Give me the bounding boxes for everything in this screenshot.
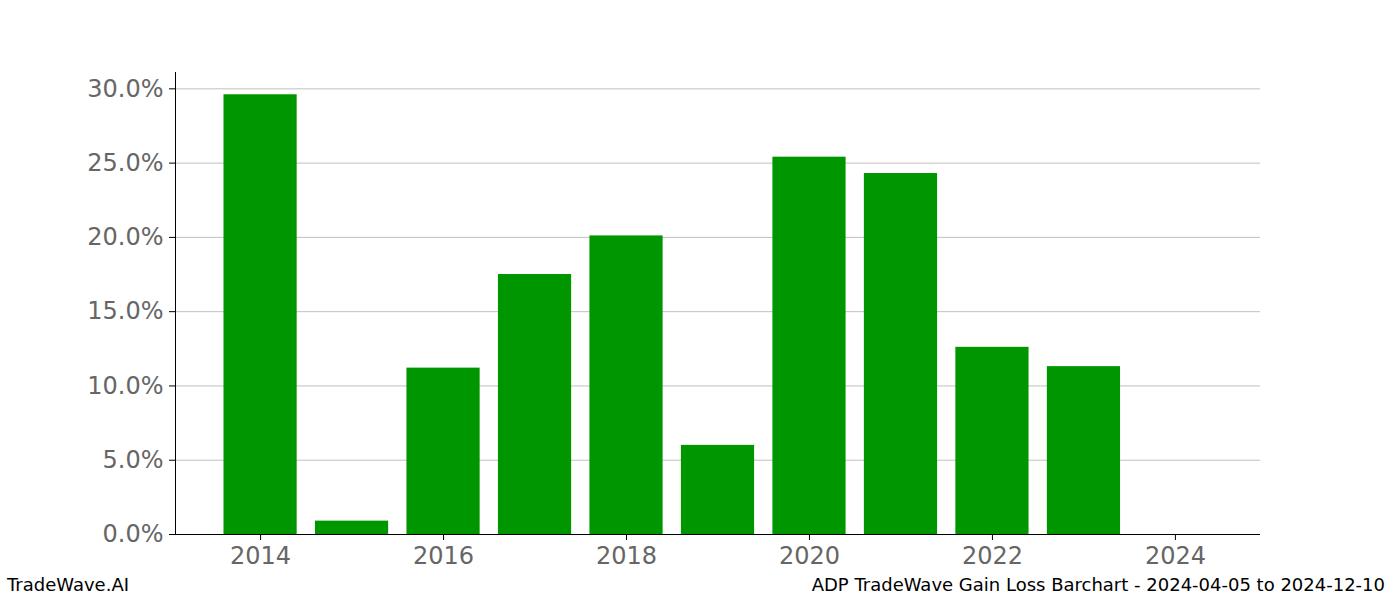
svg-text:2014: 2014 (230, 542, 291, 570)
svg-text:30.0%: 30.0% (87, 75, 163, 103)
svg-text:5.0%: 5.0% (103, 446, 164, 474)
svg-text:20.0%: 20.0% (87, 223, 163, 251)
html-text:ADP TradeWave Gain Loss Barcha: ADP TradeWave Gain Loss Barchart - 2024-… (811, 574, 1385, 595)
svg-text:2024: 2024 (1145, 542, 1206, 570)
svg-text:2022: 2022 (962, 542, 1023, 570)
html-text:TradeWave.AI: TradeWave.AI (7, 574, 129, 595)
svg-text:25.0%: 25.0% (87, 149, 163, 177)
svg-text:0.0%: 0.0% (103, 520, 164, 548)
svg-text:15.0%: 15.0% (87, 297, 163, 325)
svg-text:10.0%: 10.0% (87, 372, 163, 400)
svg-text:2018: 2018 (596, 542, 657, 570)
svg-text:2016: 2016 (413, 542, 474, 570)
svg-text:2020: 2020 (779, 542, 840, 570)
